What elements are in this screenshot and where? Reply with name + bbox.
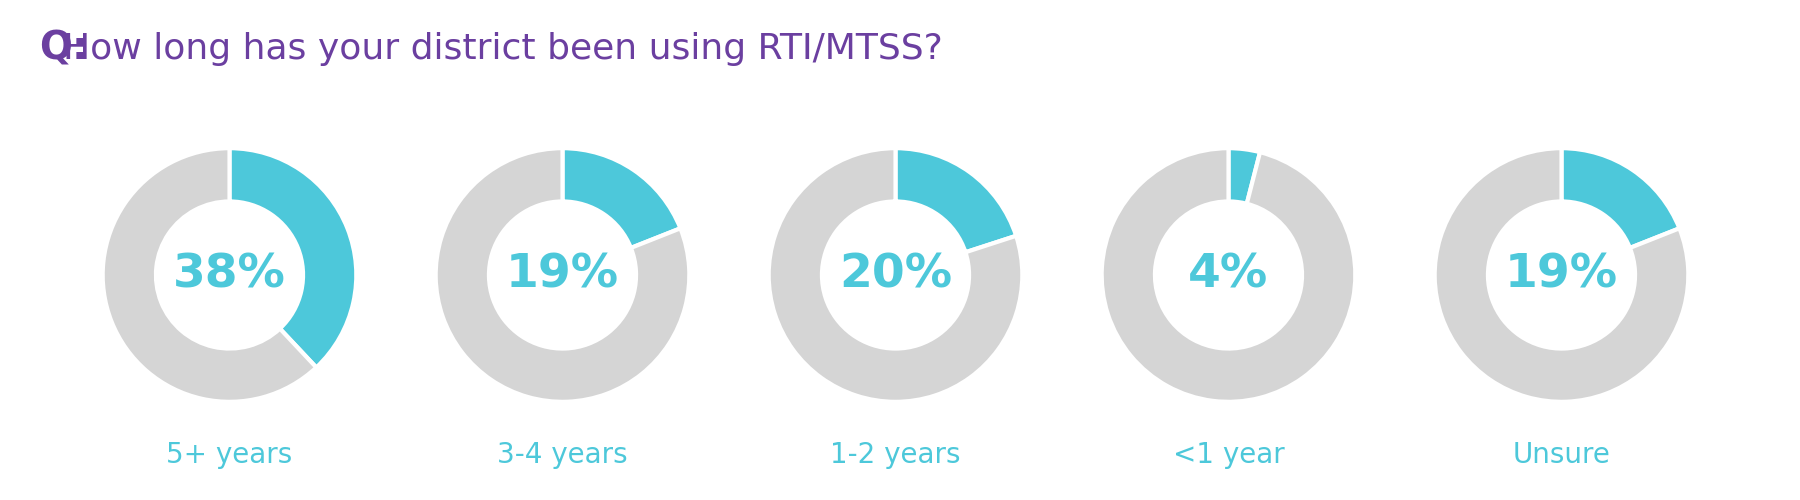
Text: 4%: 4% [1188, 252, 1269, 298]
Wedge shape [895, 148, 1017, 252]
Wedge shape [1102, 148, 1355, 402]
Text: 19%: 19% [506, 252, 619, 298]
Wedge shape [769, 148, 1022, 402]
Text: 19%: 19% [1505, 252, 1618, 298]
Text: 5+ years: 5+ years [166, 441, 293, 469]
Wedge shape [1561, 148, 1679, 248]
Text: 3-4 years: 3-4 years [497, 441, 628, 469]
Text: 38%: 38% [173, 252, 286, 298]
Text: 20%: 20% [839, 252, 952, 298]
Text: Unsure: Unsure [1512, 441, 1611, 469]
Wedge shape [1435, 148, 1688, 402]
Wedge shape [103, 148, 317, 402]
Wedge shape [436, 148, 689, 402]
Text: Q:: Q: [40, 30, 88, 68]
Text: 1-2 years: 1-2 years [830, 441, 961, 469]
Text: <1 year: <1 year [1172, 441, 1285, 469]
Wedge shape [1228, 148, 1260, 204]
Wedge shape [229, 148, 356, 368]
Wedge shape [562, 148, 680, 248]
Text: How long has your district been using RTI/MTSS?: How long has your district been using RT… [40, 32, 943, 66]
